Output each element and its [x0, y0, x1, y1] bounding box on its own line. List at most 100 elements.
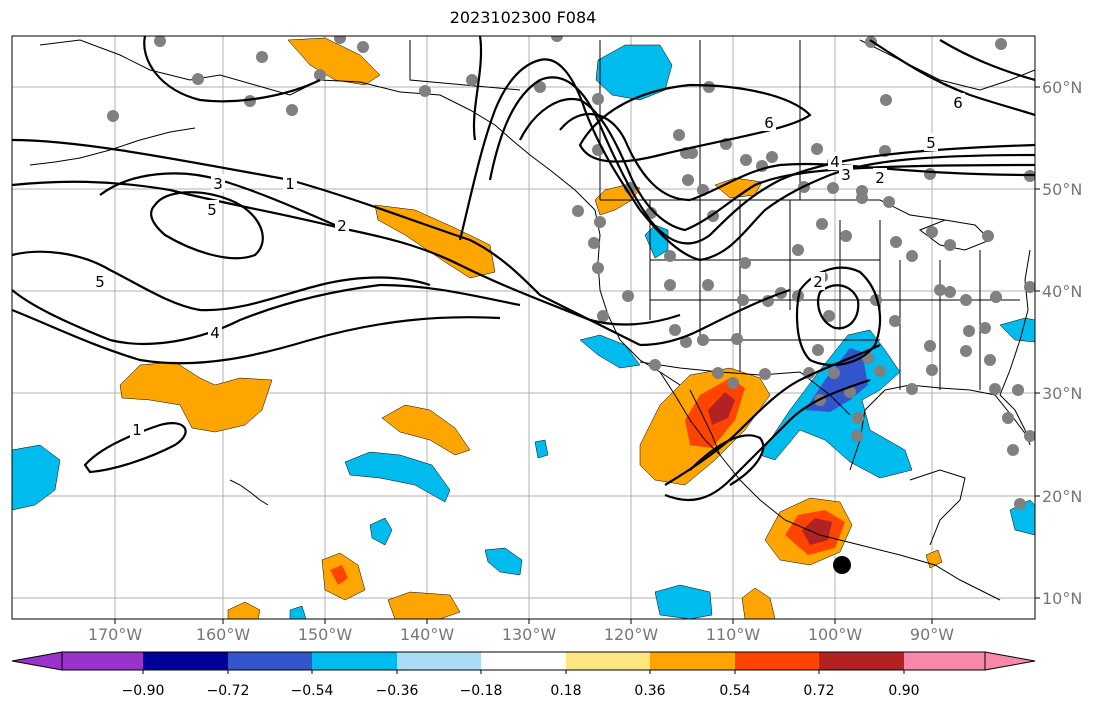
contour-2-texas: [795, 266, 882, 367]
contour-label: 2: [875, 169, 885, 187]
contour-mex-loop: [689, 434, 765, 486]
station-dot: [995, 38, 1007, 50]
colorbar-tick-label: 0.18: [550, 683, 581, 699]
station-dot: [334, 36, 346, 44]
station-dot: [592, 262, 604, 274]
contour-canyon-2: [488, 76, 1035, 245]
colorbar-segment: [650, 652, 735, 670]
pos-region-alaska-gulf: [287, 37, 381, 86]
pos-region-baja-core: [708, 392, 735, 425]
lat-tick-label: 30°N: [1042, 384, 1082, 403]
colorbar-tick-label: 0.72: [803, 683, 834, 699]
contour-5-inner: [150, 191, 264, 260]
lat-tick-label: 50°N: [1042, 180, 1082, 199]
contour-label-bg: [951, 93, 965, 111]
station-dot: [419, 85, 431, 97]
contour-label-bg: [208, 323, 222, 341]
station-dot: [759, 368, 771, 380]
station-dot: [1012, 384, 1024, 396]
station-dot: [856, 185, 868, 197]
station-dot: [664, 279, 676, 291]
station-dot: [944, 239, 956, 251]
contour-label-bg: [283, 174, 297, 192]
station-dot: [622, 290, 634, 302]
contour-label-bg: [93, 272, 107, 290]
station-dot: [669, 324, 681, 336]
station-dot: [1014, 498, 1026, 510]
contour-label-bg: [828, 152, 842, 170]
pos-region-south-pacific-4: [227, 601, 261, 619]
colorbar-segment: [228, 652, 312, 670]
contour-label: 1: [285, 175, 295, 193]
neg-region-pacific-small-3: [654, 584, 713, 619]
neg-region-west-edge: [12, 444, 61, 511]
contour-1-small: [83, 422, 187, 474]
station-dot: [588, 237, 600, 249]
colorbar-tick-label: −0.54: [291, 683, 334, 699]
contour-4-west: [12, 283, 521, 346]
contour-label: 2: [813, 273, 823, 291]
colorbar-segment: [143, 652, 228, 670]
station-dot: [990, 291, 1002, 303]
latitude-axis: 60°N 50°N 40°N 30°N 20°N 10°N: [1035, 78, 1082, 608]
station-dot: [960, 294, 972, 306]
colorbar-tick-label: −0.90: [122, 683, 165, 699]
state-lines: [649, 200, 1020, 390]
contour-label: 1: [132, 421, 142, 439]
station-dot: [811, 143, 823, 155]
contour-sw-ridge: [639, 288, 791, 347]
contour-canyon-3: [519, 97, 1035, 232]
colorbar-segment: [566, 652, 650, 670]
lat-tick-label: 20°N: [1042, 487, 1082, 506]
aleutians: [29, 127, 196, 166]
station-dot: [883, 196, 895, 208]
contour-6-ne: [869, 39, 1035, 117]
station-dot: [1002, 412, 1014, 424]
station-dot: [686, 147, 698, 159]
lat-tick-label: 40°N: [1042, 282, 1082, 301]
station-dot: [890, 236, 902, 248]
contour-label-bg: [335, 216, 349, 234]
station-dot: [984, 354, 996, 366]
colorbar-segment: [735, 652, 819, 670]
pos-region-south-pacific-1-core: [330, 565, 348, 585]
contour-label: 3: [213, 175, 223, 193]
east-coast: [999, 249, 1031, 396]
station-dot: [934, 284, 946, 296]
colorbar-tick-label: −0.18: [460, 683, 503, 699]
station-dot: [737, 294, 749, 306]
neg-region-pacific-small-4: [289, 605, 307, 619]
station-dot: [889, 315, 901, 327]
station-dot: [673, 129, 685, 141]
colorbar-segment: [397, 652, 481, 670]
contour-label-bg: [873, 168, 887, 186]
station-dot: [989, 383, 1001, 395]
lon-tick-label: 100°W: [808, 625, 863, 644]
station-dot: [880, 94, 892, 106]
station-dot: [357, 41, 369, 53]
contour-1-outer: [12, 138, 641, 346]
station-dot: [812, 344, 824, 356]
station-dot: [572, 205, 584, 217]
gulf-coast: [849, 384, 1031, 471]
station-dot: [703, 81, 715, 93]
station-dot: [597, 310, 609, 322]
contour-label-bg: [811, 272, 825, 290]
lon-tick-label: 170°W: [88, 625, 143, 644]
pos-region-mexico-core: [802, 518, 832, 545]
neg-region-socal: [579, 334, 641, 369]
contour-label-bg: [211, 174, 225, 192]
colorbar-segment: [62, 652, 143, 670]
map-title: 2023102300 F084: [449, 8, 597, 27]
station-dot: [827, 182, 839, 194]
colorbar-segment: [481, 652, 566, 670]
contour-label: 4: [830, 153, 840, 171]
station-dot: [731, 333, 743, 345]
station-dot: [1007, 444, 1019, 456]
colorbar-segment: [312, 652, 397, 670]
lon-tick-label: 150°W: [298, 625, 353, 644]
station-dot: [592, 93, 604, 105]
colorbar-tick-label: −0.36: [376, 683, 419, 699]
